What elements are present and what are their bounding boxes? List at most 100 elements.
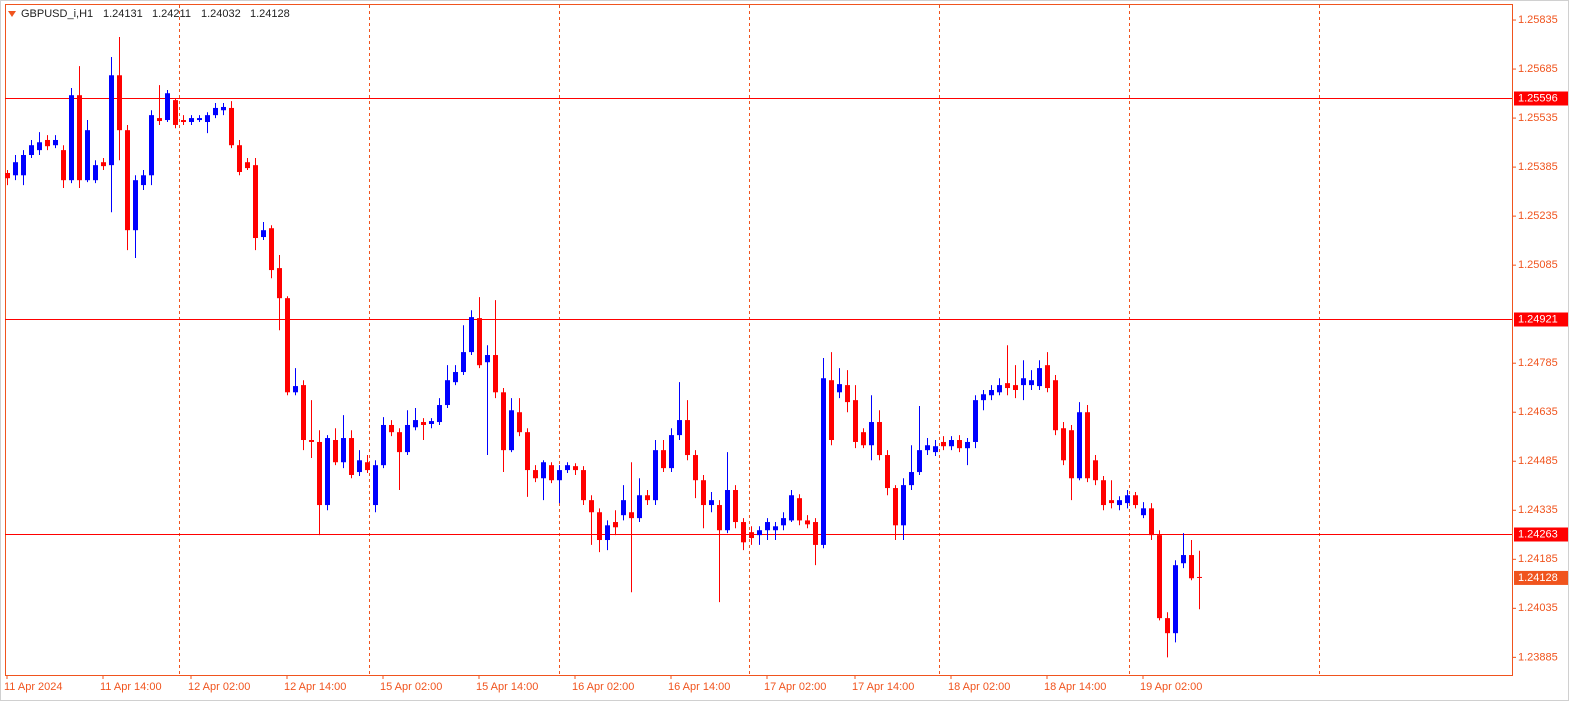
candle-body (589, 500, 594, 513)
x-tick-label: 12 Apr 02:00 (188, 681, 250, 693)
candle-body (1157, 535, 1162, 619)
candle-body (293, 386, 298, 393)
candle-body (1181, 555, 1186, 564)
candle-body (125, 130, 130, 231)
candle-body (845, 385, 850, 403)
candle-body (269, 228, 274, 271)
candle-body (429, 421, 434, 424)
candle-body (365, 462, 370, 471)
candle-body (701, 480, 706, 506)
candle-body (29, 145, 34, 156)
candle-body (469, 317, 474, 353)
candle-body (381, 424, 386, 466)
plot-border (5, 4, 1513, 676)
chart-frame (0, 0, 1569, 701)
x-tick-label: 18 Apr 14:00 (1044, 681, 1106, 693)
candle-body (1117, 500, 1122, 506)
candle-body (341, 438, 346, 463)
candle-body (437, 405, 442, 423)
header-low: 1.24032 (201, 8, 241, 20)
candle-body (965, 441, 970, 449)
candle-body (989, 390, 994, 396)
candle-body (117, 75, 122, 131)
candle-body (173, 100, 178, 125)
y-tick-label: 1.24635 (1518, 406, 1558, 418)
candle-body (781, 518, 786, 526)
candle-body (949, 440, 954, 447)
header-arrow (8, 11, 16, 17)
candle-body (5, 172, 10, 179)
candle-body (1005, 383, 1010, 389)
candle-body (813, 522, 818, 545)
x-tick-label: 16 Apr 14:00 (668, 681, 730, 693)
candle-body (1125, 495, 1130, 504)
candle-body (917, 450, 922, 473)
y-tick-label: 1.23885 (1518, 651, 1558, 663)
y-tick-label: 1.24785 (1518, 357, 1558, 369)
candle-body (653, 450, 658, 501)
candle-body (1037, 368, 1042, 387)
candle-body (853, 400, 858, 442)
candle-body (605, 525, 610, 541)
y-tick-label: 1.25835 (1518, 14, 1558, 26)
candle-body (869, 422, 874, 446)
header-close: 1.24128 (250, 8, 290, 20)
candle-body (645, 495, 650, 501)
candle-body (1101, 480, 1106, 506)
candle-body (893, 488, 898, 526)
candle-body (1149, 508, 1154, 536)
candle-body (565, 465, 570, 471)
candle-body (621, 500, 626, 516)
candle-body (693, 455, 698, 481)
candle-body (181, 120, 186, 123)
candle-body (85, 130, 90, 181)
current-price-box (1514, 570, 1568, 585)
candle-body (485, 355, 490, 363)
candle-body (253, 165, 258, 239)
candle-body (909, 472, 914, 486)
candle-body (285, 298, 290, 393)
candle-body (301, 385, 306, 441)
header-open: 1.24131 (103, 8, 143, 20)
candle-body (317, 441, 322, 506)
candle-body (549, 465, 554, 481)
candle-body (157, 118, 162, 122)
candle-body (1053, 380, 1058, 431)
candle-body (933, 446, 938, 453)
candle-body (509, 410, 514, 451)
candle-body (501, 392, 506, 451)
candle-body (277, 268, 282, 299)
candle-body (93, 165, 98, 181)
candle-body (661, 450, 666, 469)
candle-body (61, 150, 66, 181)
candle-body (477, 318, 482, 366)
x-tick-label: 17 Apr 02:00 (764, 681, 826, 693)
candle-body (1197, 576, 1202, 578)
current-price-label: 1.24128 (1518, 572, 1558, 584)
candle-body (229, 107, 234, 146)
candle-body (1109, 500, 1114, 504)
x-tick-label: 15 Apr 02:00 (380, 681, 442, 693)
candle-body (189, 118, 194, 123)
candle-body (101, 162, 106, 167)
candle-body (1133, 495, 1138, 506)
candle-body (749, 532, 754, 539)
candle-body (245, 162, 250, 169)
candle-body (573, 466, 578, 471)
y-tick-label: 1.25385 (1518, 161, 1558, 173)
candle-body (205, 115, 210, 123)
x-tick-label: 17 Apr 14:00 (852, 681, 914, 693)
y-tick-label: 1.24335 (1518, 504, 1558, 516)
x-tick-label: 12 Apr 14:00 (284, 681, 346, 693)
candle-body (685, 420, 690, 456)
candle-body (325, 438, 330, 506)
candle-body (677, 420, 682, 436)
x-tick-label: 19 Apr 02:00 (1140, 681, 1202, 693)
candle-body (805, 520, 810, 525)
candle-body (309, 440, 314, 442)
level-label: 1.24263 (1518, 528, 1558, 540)
candle-body (21, 155, 26, 176)
candle-body (373, 465, 378, 506)
